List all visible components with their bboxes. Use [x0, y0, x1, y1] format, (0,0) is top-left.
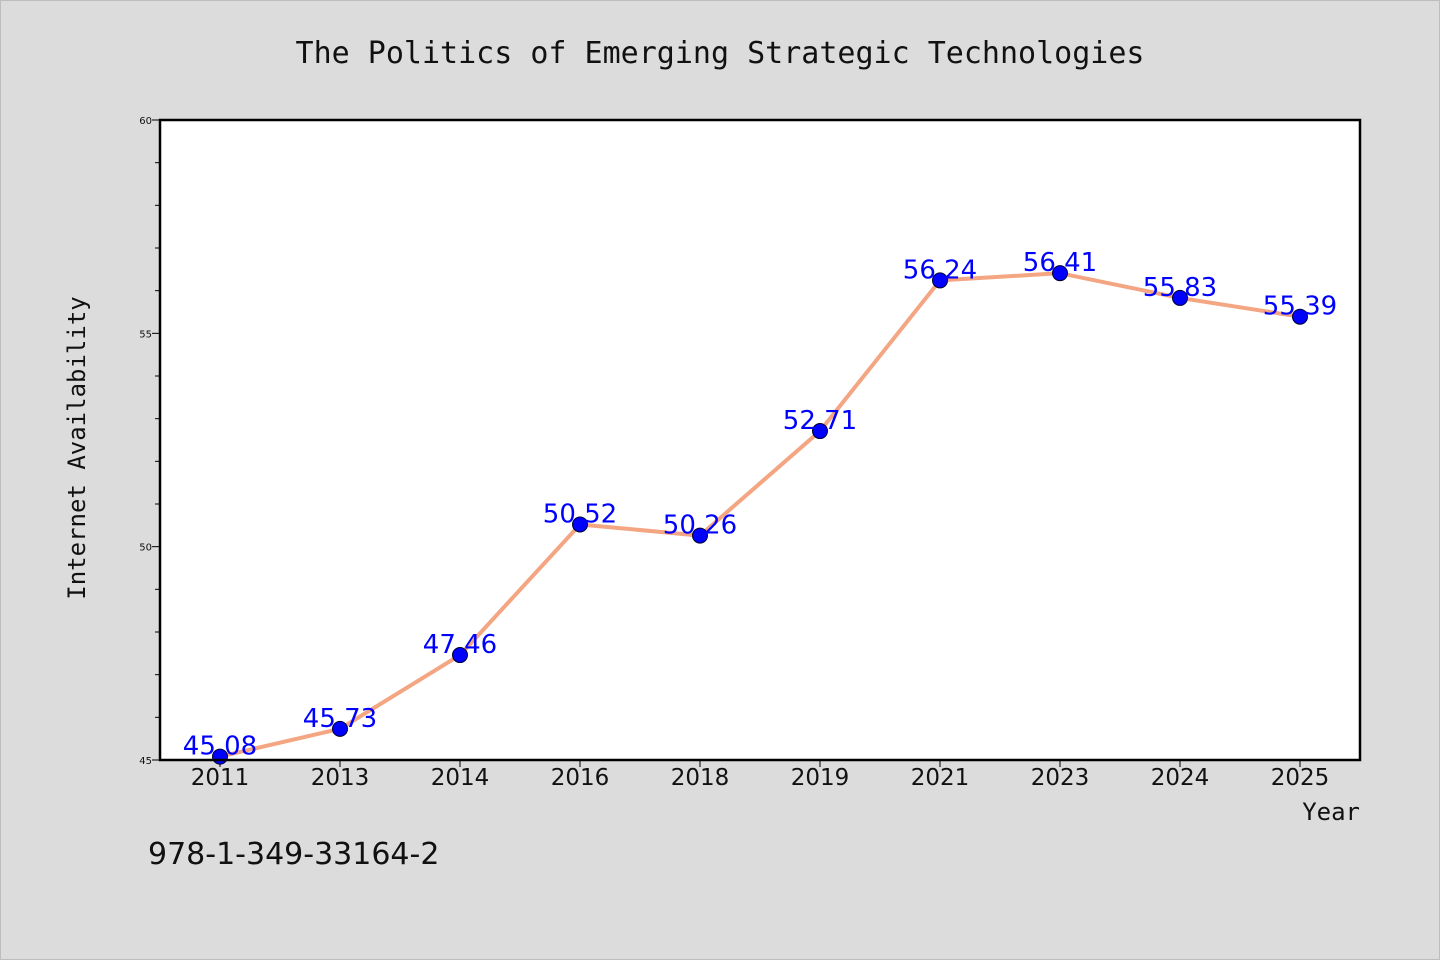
x-tick-label: 2023	[1031, 765, 1090, 791]
data-point-2016	[572, 516, 588, 533]
data-point-2018	[692, 527, 708, 544]
y-tick-label: 50	[139, 543, 152, 554]
x-tick-label: 2019	[791, 765, 850, 791]
chart-title: The Politics of Emerging Strategic Techn…	[296, 36, 1145, 71]
data-point-2025	[1292, 308, 1308, 325]
y-axis-label: Internet Availability	[63, 296, 91, 599]
data-label-2018: 50.26	[663, 511, 737, 541]
y-tick-label: 55	[139, 329, 152, 340]
data-label-2014: 47.46	[423, 630, 497, 660]
series-line	[218, 271, 1302, 759]
plot-area	[160, 120, 1360, 760]
x-axis-label: Year	[1302, 798, 1360, 826]
data-label-2013: 45.73	[303, 704, 377, 734]
x-tick-label: 2025	[1271, 765, 1330, 791]
y-tick-label: 45	[139, 756, 152, 767]
data-label-2021: 56.24	[903, 255, 977, 285]
data-point-2019	[812, 423, 828, 440]
isbn-text: 978-1-349-33164-2	[148, 837, 439, 872]
data-label-2019: 52.71	[783, 406, 857, 436]
data-label-2024: 55.83	[1143, 273, 1217, 303]
data-label-2025: 55.39	[1263, 292, 1337, 322]
data-label-2023: 56.41	[1023, 248, 1097, 278]
x-tick-label: 2021	[911, 765, 970, 791]
plot-border	[158, 118, 1362, 762]
x-axis: 2011 2013 2014 2016 2018 2019 2021 2023 2024 2025	[191, 760, 1330, 791]
x-tick-label: 2016	[551, 765, 610, 791]
x-tick-label: 2013	[311, 765, 370, 791]
data-label-2011: 45.08	[183, 732, 257, 762]
x-tick-label: 2011	[191, 765, 250, 791]
x-tick-label: 2024	[1151, 765, 1210, 791]
data-point-2023	[1052, 265, 1068, 282]
data-label-group: 45.08 45.73 47.46 50.52 50.26 52.71 56.24 56.41…	[183, 248, 1337, 761]
data-point-2014	[452, 647, 468, 664]
data-label-2016: 50.52	[543, 499, 617, 529]
x-tick-label: 2014	[431, 765, 490, 791]
data-point-2021	[932, 272, 948, 289]
x-tick-label: 2018	[671, 765, 730, 791]
data-point-2024	[1172, 289, 1188, 306]
data-point-2013	[332, 720, 348, 737]
series-line-group	[212, 265, 1308, 765]
y-tick-label: 60	[139, 116, 152, 127]
